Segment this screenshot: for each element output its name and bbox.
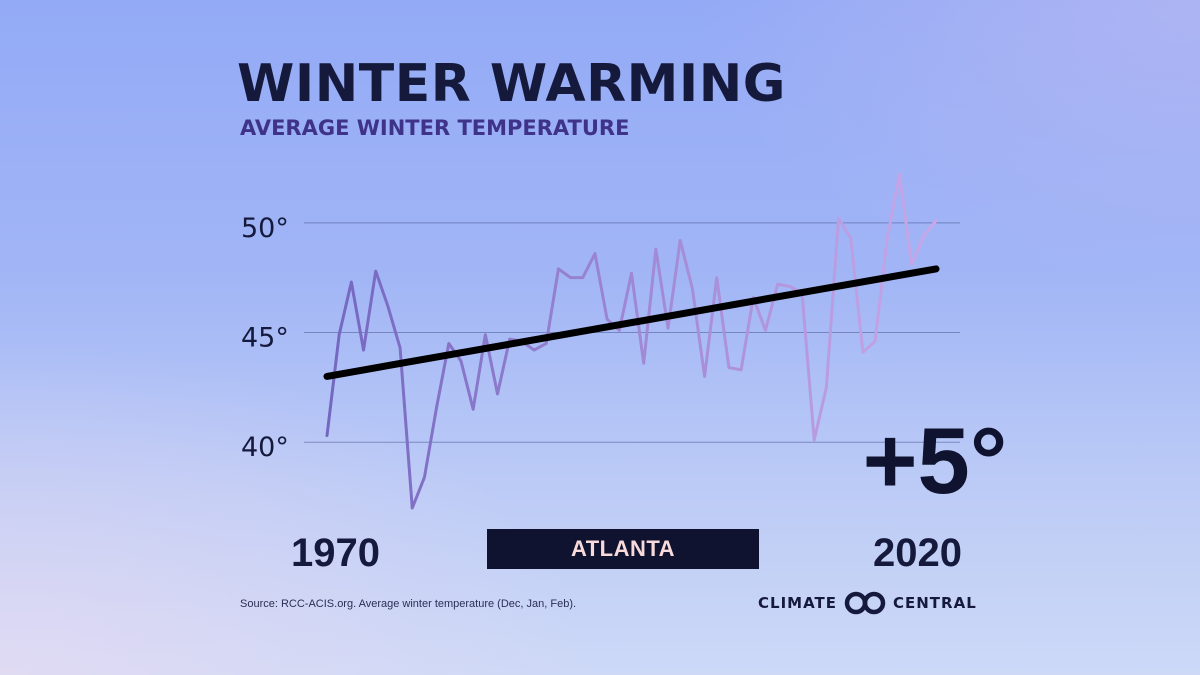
y-tick-label: 40° [241, 432, 289, 463]
source-note: Source: RCC-ACIS.org. Average winter tem… [240, 598, 577, 610]
x-tick-label: 2020 [873, 531, 962, 575]
chart-subtitle: AVERAGE WINTER TEMPERATURE [240, 116, 630, 140]
trend-line-group [323, 265, 940, 380]
y-tick-label: 50° [241, 213, 289, 244]
double-ring-logo-icon [844, 591, 886, 615]
temperature-change-annotation: +5° [863, 408, 1008, 513]
brand-word-left: CLIMATE [758, 594, 837, 612]
brand-word-right: CENTRAL [893, 594, 977, 612]
city-label: ATLANTA [487, 529, 759, 569]
x-tick-label: 1970 [291, 531, 380, 575]
city-name: ATLANTA [570, 536, 676, 561]
chart-title: WINTER WARMING [237, 54, 786, 114]
x-axis-ticks: 1970 2020 [291, 531, 962, 575]
temperature-series [325, 173, 938, 510]
temperature-line [325, 173, 938, 510]
brand-logo: CLIMATE CENTRAL [758, 591, 977, 615]
trend-line [323, 265, 940, 380]
y-tick-label: 45° [241, 323, 289, 354]
y-axis-ticks: 40° 45° 50° [241, 213, 289, 463]
gridlines [304, 222, 960, 443]
